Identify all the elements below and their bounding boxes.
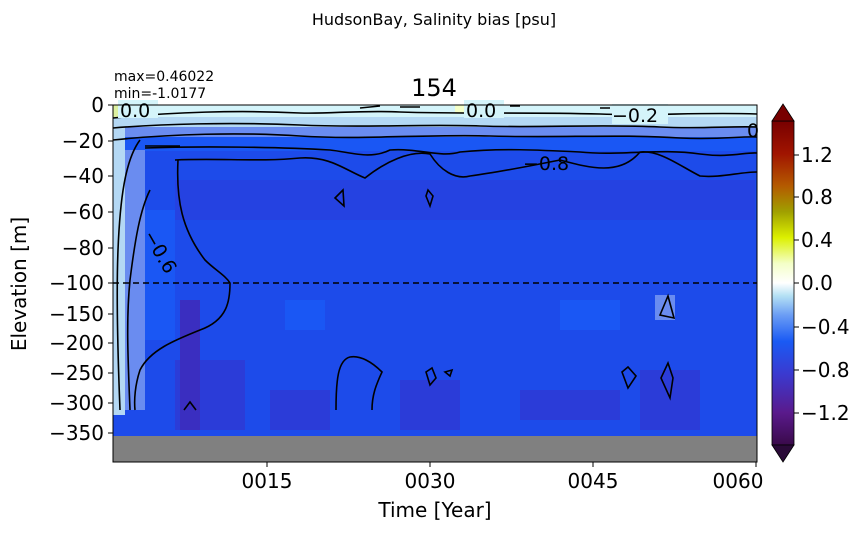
colorbar-body <box>771 120 795 446</box>
dark-patch-6 <box>640 370 700 430</box>
y-tick-0: 0 <box>91 93 104 117</box>
colorbar-tick-0.4: 0.4 <box>801 228 833 252</box>
contour-label-0a: 0.0 <box>120 100 150 122</box>
upper-band <box>113 127 757 137</box>
x-axis-label: Time [Year] <box>377 498 491 522</box>
upper-blue-band <box>113 137 757 151</box>
colorbar-bottom-arrow <box>771 444 795 463</box>
contour-surface-dashes <box>359 105 610 109</box>
surface-positive-2 <box>455 105 469 113</box>
colorbar-tick-0.0: 0.0 <box>801 271 833 295</box>
x-tick-0030: 0030 <box>405 469 456 493</box>
contour-minus-0.8 <box>174 151 757 179</box>
x-tick-labels: 0015 0030 0045 0060 <box>242 469 764 493</box>
land-mask <box>113 436 757 462</box>
contour-left-2 <box>126 189 151 411</box>
figure-suptitle: HudsonBay, Salinity bias [psu] <box>312 10 556 29</box>
contour-label-0b: 0.0 <box>466 100 496 122</box>
contour-left-1 <box>116 139 141 411</box>
y-tick-labels: 0 −20 −40 −60 −80 −100 −150 −200 −250 −3… <box>49 93 104 445</box>
left-strip-outer <box>113 105 125 415</box>
dark-patch-4 <box>400 380 460 430</box>
contour-label-minus-0.8: −0.8 <box>523 153 569 175</box>
y-tick-minus-250: −250 <box>49 361 104 385</box>
contour-minus-0.6-top <box>144 146 757 157</box>
light-patch-2 <box>560 300 620 330</box>
colorbar-tick-0.8: 0.8 <box>801 185 833 209</box>
y-tick-marks <box>108 104 113 434</box>
x-tick-marks <box>266 462 757 467</box>
surface-positive-1 <box>113 105 121 117</box>
contour-deep-6 <box>183 400 197 411</box>
contour-deep-5 <box>660 360 674 401</box>
contour-deep-1 <box>335 355 383 411</box>
colorbar-top-arrow <box>771 103 795 122</box>
stat-max: max=0.46022 <box>114 69 214 85</box>
colorbar-tick-1.2: 1.2 <box>801 143 833 167</box>
contour-label-minus-0.2: −0.2 <box>612 105 658 127</box>
contour-minus-0.4 <box>113 133 757 141</box>
y-tick-minus-60: −60 <box>62 200 104 224</box>
contour-island-1 <box>333 188 345 208</box>
y-tick-minus-40: −40 <box>62 164 104 188</box>
stat-min: min=-1.0177 <box>114 86 206 102</box>
colorbar-tick-minus-1.2: −1.2 <box>801 401 850 425</box>
dark-patch-1 <box>175 180 755 220</box>
y-tick-minus-20: −20 <box>62 129 104 153</box>
y-tick-minus-350: −350 <box>49 421 104 445</box>
y-tick-minus-150: −150 <box>49 302 104 326</box>
plot-title: 154 <box>411 74 457 102</box>
colorbar-tick-minus-0.4: −0.4 <box>801 315 850 339</box>
colorbar: 1.2 0.8 0.4 0.0 −0.4 −0.8 −1.2 <box>771 103 850 463</box>
dark-patch-5 <box>520 390 620 420</box>
x-tick-0045: 0045 <box>568 469 619 493</box>
dark-patch-7 <box>180 300 200 430</box>
heatmap <box>113 105 757 462</box>
y-axis-label: Elevation [m] <box>7 217 31 351</box>
colorbar-tick-minus-0.8: −0.8 <box>801 358 850 382</box>
contour-deep-3 <box>443 368 454 378</box>
subsurface-band <box>113 117 757 127</box>
left-strip-inner <box>125 150 145 410</box>
light-patch-1 <box>285 300 325 330</box>
contour-deep-4 <box>621 365 638 390</box>
y-tick-minus-80: −80 <box>62 236 104 260</box>
dark-patch-3 <box>270 390 330 430</box>
contour-island-3 <box>658 293 676 320</box>
contour-minus-0.6-left <box>133 159 231 411</box>
contour-deep-2 <box>425 366 437 387</box>
y-tick-minus-300: −300 <box>49 391 104 415</box>
contour-minus-0.2 <box>113 122 757 129</box>
left-strip-mid <box>145 210 175 340</box>
contour-label-bg-3 <box>612 104 668 124</box>
contour-lines <box>113 105 757 411</box>
contour-label-0c: 0 <box>747 120 759 142</box>
x-tick-0015: 0015 <box>242 469 293 493</box>
colorbar-tick-marks <box>794 154 799 414</box>
y-tick-minus-200: −200 <box>49 331 104 355</box>
x-tick-0060: 0060 <box>713 469 764 493</box>
y-tick-minus-100: −100 <box>49 271 104 295</box>
contour-island-2 <box>425 188 434 209</box>
